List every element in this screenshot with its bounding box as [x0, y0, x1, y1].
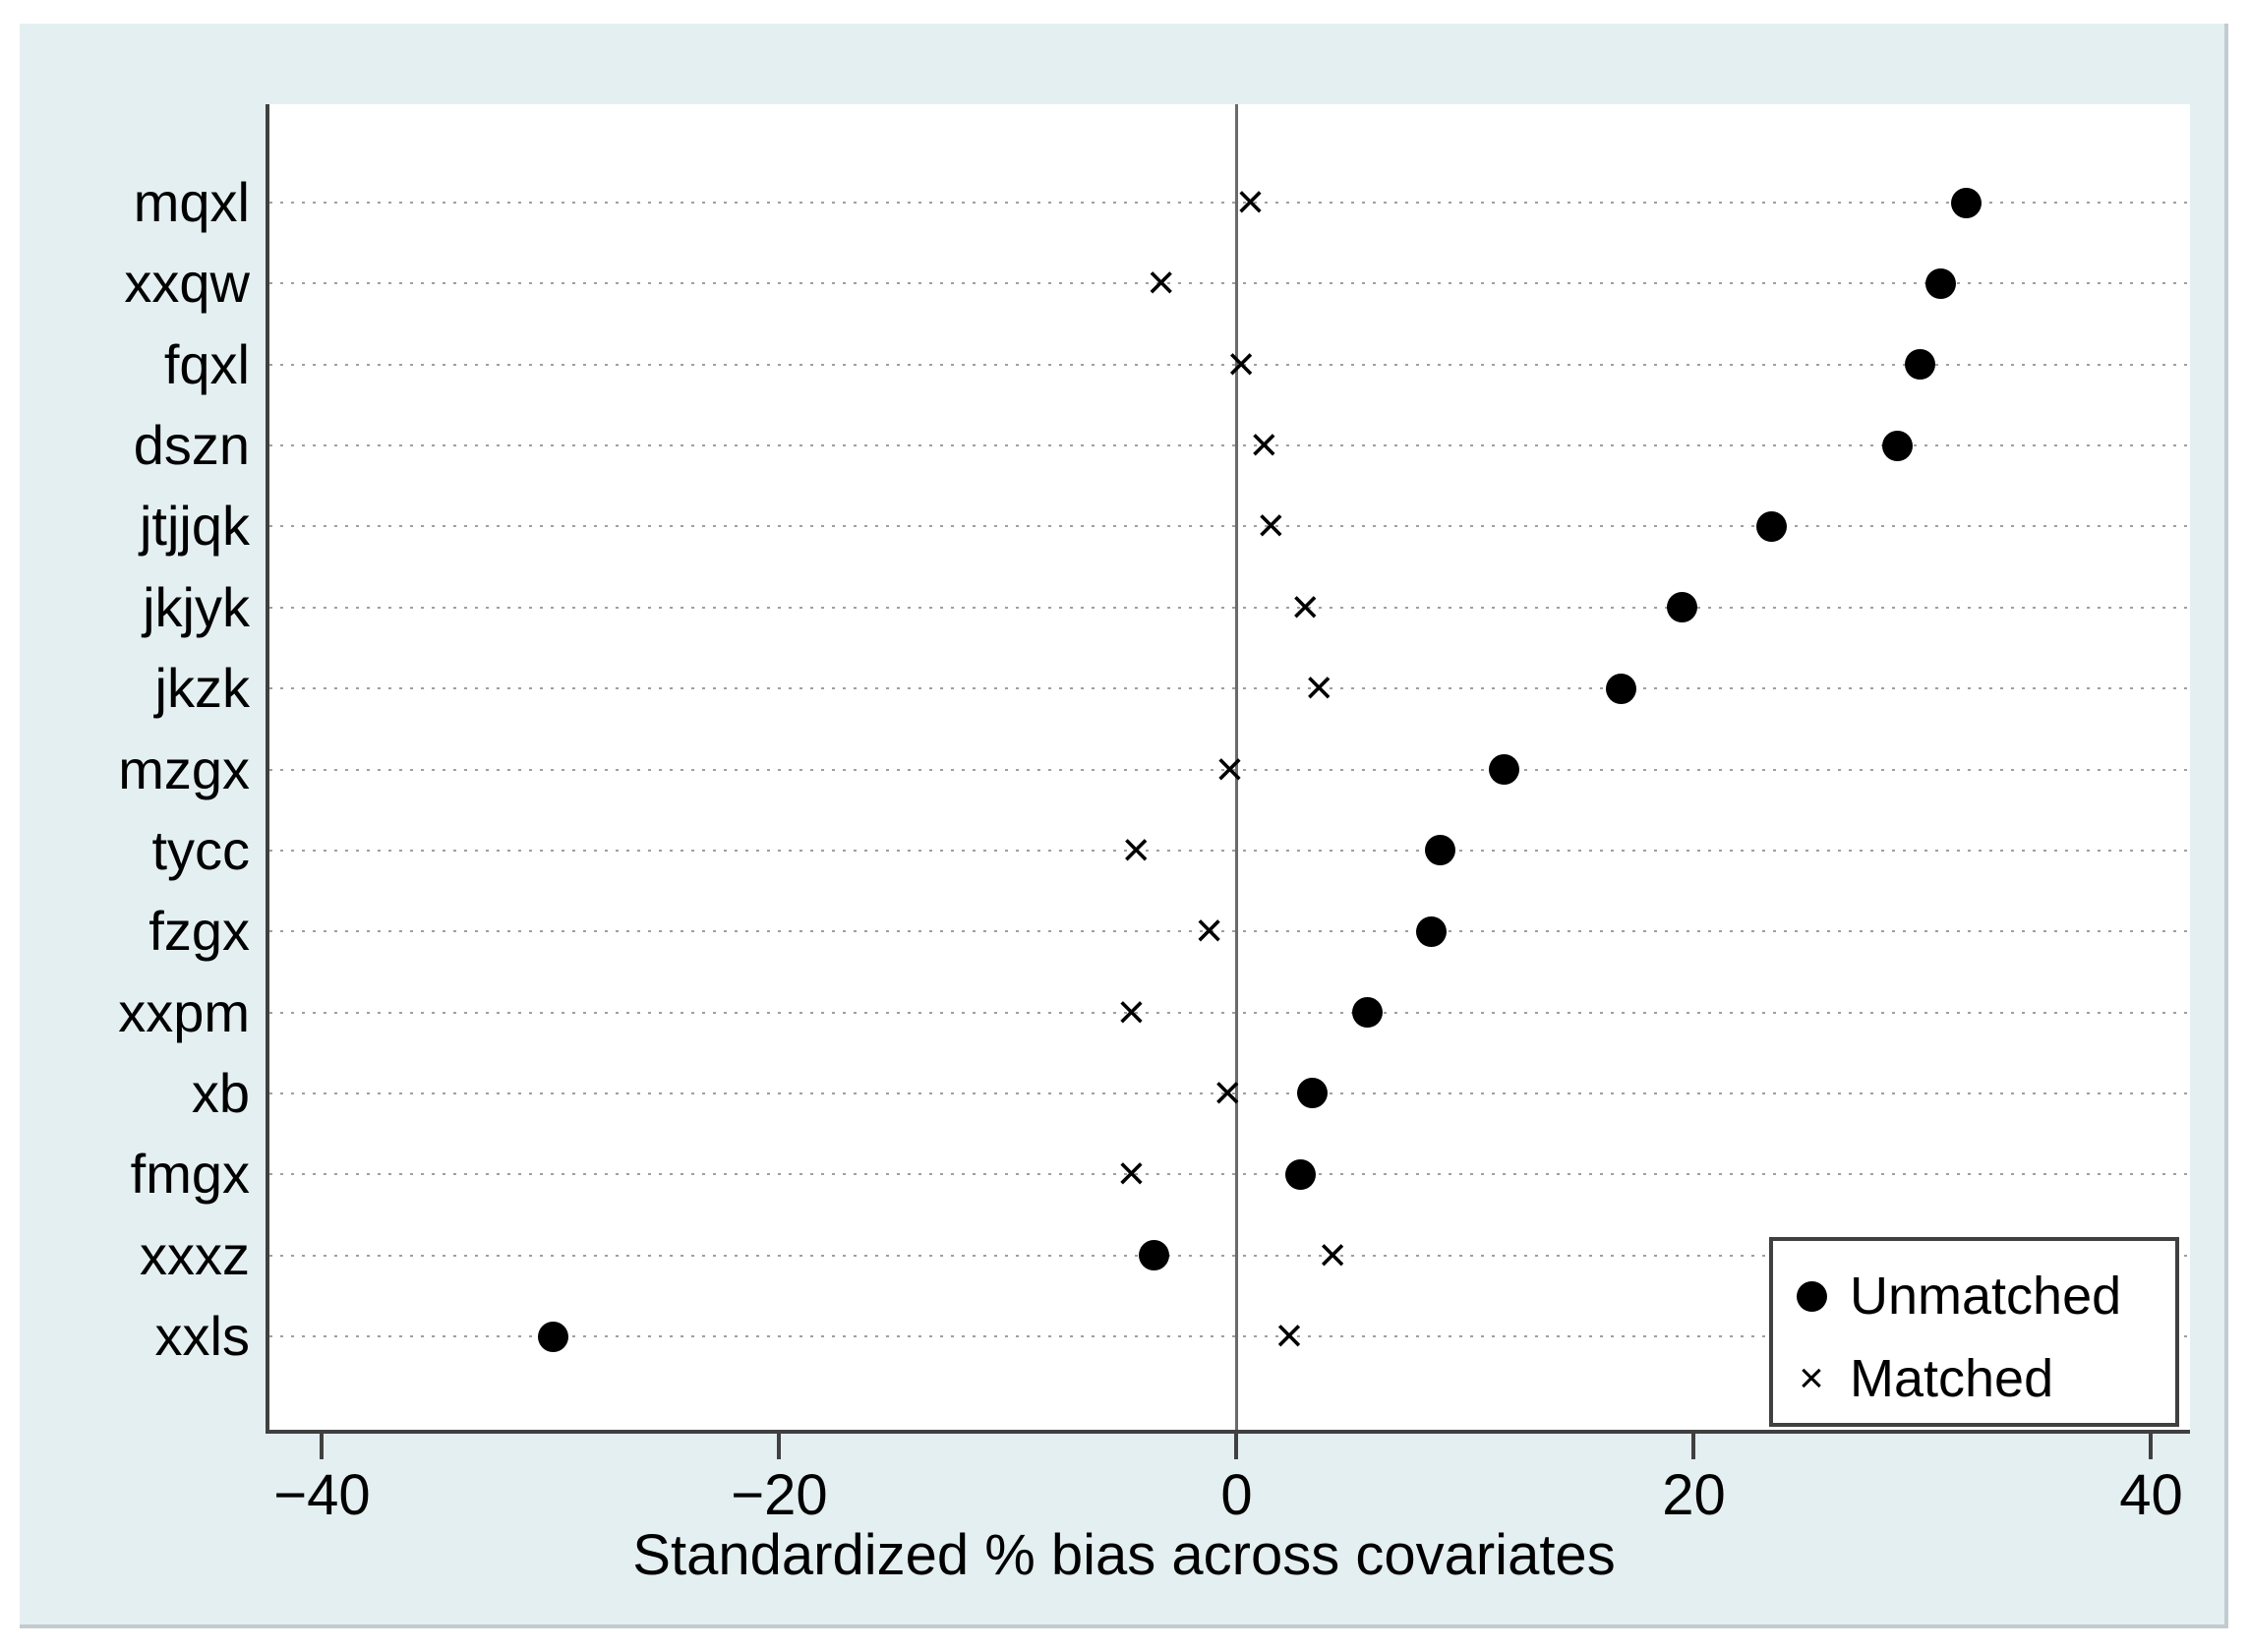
matched-marker: × — [1226, 335, 1256, 391]
gridline — [269, 768, 2190, 771]
gridline — [269, 202, 2190, 204]
gridline — [269, 1092, 2190, 1094]
gridline — [269, 363, 2190, 366]
plot-area — [269, 104, 2190, 1430]
x-tick-label: −40 — [273, 1463, 371, 1527]
x-tick-label: 0 — [1220, 1463, 1253, 1527]
unmatched-marker — [1925, 267, 1957, 299]
x-tick — [1691, 1434, 1696, 1459]
legend: Unmatched × Matched — [1769, 1237, 2179, 1427]
x-tick-label: 20 — [1662, 1463, 1726, 1527]
y-axis-label: mzgx — [118, 738, 250, 800]
matched-marker: × — [1116, 983, 1147, 1039]
y-axis-label: xxqw — [124, 252, 250, 315]
unmatched-marker — [1756, 510, 1788, 542]
gridline — [269, 1173, 2190, 1176]
y-axis-label: xxpm — [118, 980, 250, 1043]
legend-label-matched: Matched — [1850, 1349, 2054, 1408]
gridline — [269, 525, 2190, 528]
y-axis-label: jkzk — [154, 657, 250, 720]
matched-marker: × — [1304, 660, 1333, 716]
x-tick — [2149, 1434, 2154, 1459]
matched-marker: × — [1318, 1226, 1347, 1282]
gridline — [269, 1254, 2190, 1257]
unmatched-marker — [1285, 1158, 1317, 1190]
gridline — [269, 282, 2190, 285]
x-tick — [320, 1434, 325, 1459]
matched-marker: × — [1214, 740, 1245, 796]
matched-marker: × — [1256, 498, 1285, 554]
unmatched-marker — [1424, 835, 1455, 866]
zero-reference-line — [1234, 104, 1238, 1430]
x-tick — [777, 1434, 782, 1459]
unmatched-marker — [537, 1321, 568, 1352]
unmatched-marker — [1950, 187, 1982, 218]
graph-region: mqxl xxqw fqxl dszn jtjjqk jkjyk jkzk mzgx tycc f… — [20, 24, 2228, 1628]
x-tick-label: −20 — [731, 1463, 828, 1527]
matched-marker: × — [1290, 578, 1320, 634]
y-axis-label: fqxl — [163, 332, 250, 395]
gridline — [269, 1335, 2190, 1337]
unmatched-marker — [1415, 915, 1447, 947]
unmatched-dot-icon — [1796, 1280, 1827, 1312]
y-axis-label: xxxz — [140, 1223, 250, 1286]
matched-marker: × — [1147, 255, 1176, 311]
legend-item-matched: × Matched — [1773, 1344, 2175, 1413]
unmatched-marker — [1296, 1078, 1328, 1109]
y-axis-label: xb — [191, 1061, 250, 1124]
y-axis-label: fmgx — [130, 1143, 250, 1206]
matched-marker: × — [1121, 821, 1151, 877]
y-axis-label: dszn — [133, 414, 250, 477]
matched-marker: × — [1274, 1308, 1304, 1363]
gridline — [269, 930, 2190, 933]
x-axis-line — [266, 1430, 2190, 1434]
gridline — [269, 1011, 2190, 1014]
unmatched-marker — [1667, 592, 1698, 623]
gridline — [269, 849, 2190, 852]
y-axis-label: jkjyk — [143, 575, 250, 638]
y-axis-label: tycc — [151, 818, 250, 881]
y-axis-label: xxls — [154, 1305, 250, 1367]
unmatched-marker — [1351, 997, 1383, 1029]
matched-x-icon: × — [1799, 1354, 1824, 1402]
matched-marker: × — [1194, 903, 1224, 959]
unmatched-marker — [1489, 754, 1519, 785]
x-tick — [1234, 1434, 1239, 1459]
matched-marker: × — [1235, 174, 1266, 229]
unmatched-marker — [1139, 1240, 1170, 1271]
y-axis-label: jtjjqk — [139, 495, 250, 558]
unmatched-marker — [1905, 349, 1936, 381]
legend-item-unmatched: Unmatched — [1773, 1262, 2175, 1330]
legend-label-unmatched: Unmatched — [1850, 1267, 2122, 1326]
gridline — [269, 606, 2190, 609]
gridline — [269, 444, 2190, 447]
matched-marker: × — [1249, 417, 1278, 473]
y-axis-label: mqxl — [133, 171, 250, 233]
x-axis-title: Standardized % bias across covariates — [632, 1523, 1616, 1587]
x-tick-label: 40 — [2119, 1463, 2183, 1527]
unmatched-marker — [1881, 430, 1913, 461]
matched-marker: × — [1213, 1064, 1242, 1120]
matched-marker: × — [1116, 1146, 1147, 1202]
y-axis-line — [266, 104, 269, 1434]
gridline — [269, 687, 2190, 690]
y-axis-label: fzgx — [148, 900, 250, 963]
unmatched-marker — [1605, 673, 1636, 704]
